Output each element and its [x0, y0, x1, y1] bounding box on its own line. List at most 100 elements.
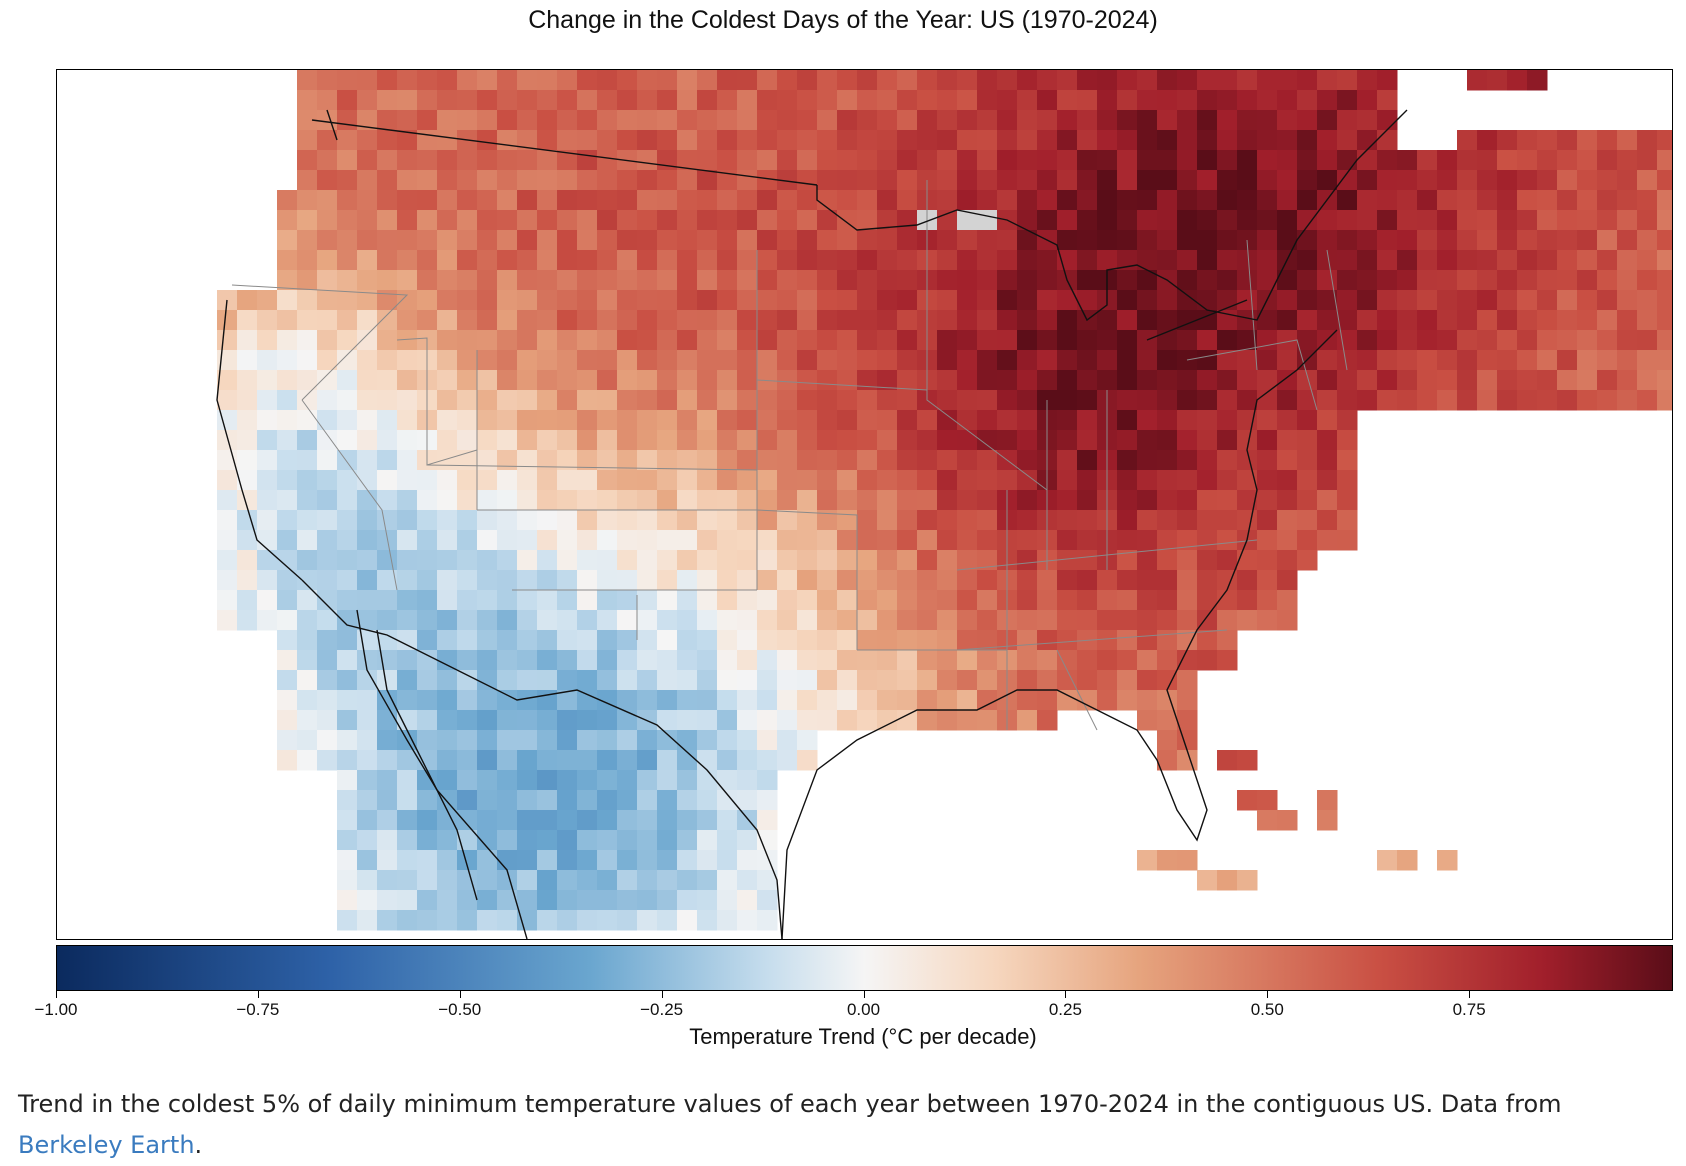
heatmap-cell [297, 510, 318, 531]
heatmap-cell [1377, 350, 1398, 371]
heatmap-cell [217, 370, 238, 391]
heatmap-cell [1257, 510, 1278, 531]
heatmap-cell [1277, 410, 1298, 431]
heatmap-cell [477, 450, 498, 471]
heatmap-cell [1477, 310, 1498, 331]
heatmap-cell [737, 190, 758, 211]
heatmap-cell [637, 350, 658, 371]
heatmap-cell [497, 110, 518, 131]
heatmap-cell [1017, 690, 1038, 711]
heatmap-cell [357, 650, 378, 671]
heatmap-cell [697, 750, 718, 771]
heatmap-cell [597, 330, 618, 351]
heatmap-cell [657, 870, 678, 891]
heatmap-cell [737, 310, 758, 331]
heatmap-cell [617, 170, 638, 191]
heatmap-cell [1217, 390, 1238, 411]
heatmap-cell [1537, 290, 1558, 311]
heatmap-cell [677, 690, 698, 711]
heatmap-cell [1197, 350, 1218, 371]
heatmap-cell [677, 310, 698, 331]
heatmap-cell [317, 510, 338, 531]
heatmap-cell [877, 630, 898, 651]
heatmap-cell [537, 750, 558, 771]
heatmap-cell [557, 810, 578, 831]
heatmap-cell [257, 490, 278, 511]
heatmap-cell [1257, 790, 1278, 811]
heatmap-cell [1517, 390, 1538, 411]
colorbar-tick-label: 0.25 [1048, 1000, 1082, 1019]
heatmap-cell [1157, 90, 1178, 111]
heatmap-cell [1137, 110, 1158, 131]
heatmap-cell [917, 150, 938, 171]
heatmap-cell [437, 90, 458, 111]
heatmap-cell [717, 910, 738, 931]
heatmap-cell [1397, 230, 1418, 251]
heatmap-cell [477, 790, 498, 811]
heatmap-cell [537, 390, 558, 411]
heatmap-cell [617, 570, 638, 591]
heatmap-cell [1237, 90, 1258, 111]
heatmap-cell [397, 370, 418, 391]
heatmap-cell [877, 550, 898, 571]
heatmap-cell [1277, 70, 1298, 91]
heatmap-cell [1337, 210, 1358, 231]
heatmap-cell [377, 230, 398, 251]
heatmap-cell [1137, 130, 1158, 151]
heatmap-cell [377, 710, 398, 731]
heatmap-cell [997, 370, 1018, 391]
heatmap-cell [1257, 170, 1278, 191]
heatmap-cell [957, 710, 978, 731]
heatmap-cell [317, 750, 338, 771]
heatmap-cell [1017, 570, 1038, 591]
heatmap-cell [1257, 370, 1278, 391]
heatmap-cell [957, 670, 978, 691]
heatmap-cell [637, 850, 658, 871]
heatmap-cell [237, 610, 258, 631]
berkeley-earth-link[interactable]: Berkeley Earth [18, 1131, 195, 1159]
heatmap-cell [797, 150, 818, 171]
heatmap-cell [537, 810, 558, 831]
heatmap-cell [517, 110, 538, 131]
heatmap-cell [697, 790, 718, 811]
heatmap-cell [1277, 370, 1298, 391]
heatmap-cell [1217, 150, 1238, 171]
heatmap-cell [697, 570, 718, 591]
heatmap-cell [917, 530, 938, 551]
state-border [956, 629, 1228, 651]
heatmap-cell [677, 130, 698, 151]
heatmap-cell [417, 490, 438, 511]
heatmap-cell [697, 590, 718, 611]
heatmap-cell [357, 430, 378, 451]
heatmap-cell [837, 330, 858, 351]
heatmap-cell [1237, 150, 1258, 171]
heatmap-cell [557, 870, 578, 891]
heatmap-cell [837, 570, 858, 591]
heatmap-cell [917, 710, 938, 731]
heatmap-cell [1577, 330, 1598, 351]
heatmap-cell [597, 130, 618, 151]
heatmap-cell [1017, 450, 1038, 471]
heatmap-cell [657, 350, 678, 371]
heatmap-cell [517, 290, 538, 311]
heatmap-cell [1137, 650, 1158, 671]
heatmap-cell [777, 550, 798, 571]
heatmap-cell [657, 570, 678, 591]
heatmap-cell [1057, 250, 1078, 271]
heatmap-cell [577, 90, 598, 111]
heatmap-cell [457, 810, 478, 831]
heatmap-cell [657, 110, 678, 131]
heatmap-cell [837, 230, 858, 251]
heatmap-cell [337, 190, 358, 211]
heatmap-cell [1197, 390, 1218, 411]
heatmap-cell [877, 330, 898, 351]
heatmap-cell [377, 350, 398, 371]
heatmap-cell [277, 350, 298, 371]
heatmap-cell [457, 330, 478, 351]
coastline [456, 669, 783, 939]
heatmap-cell [1557, 270, 1578, 291]
heatmap-cell [977, 590, 998, 611]
heatmap-cell [877, 710, 898, 731]
heatmap-cell [977, 390, 998, 411]
heatmap-cell [1237, 610, 1258, 631]
